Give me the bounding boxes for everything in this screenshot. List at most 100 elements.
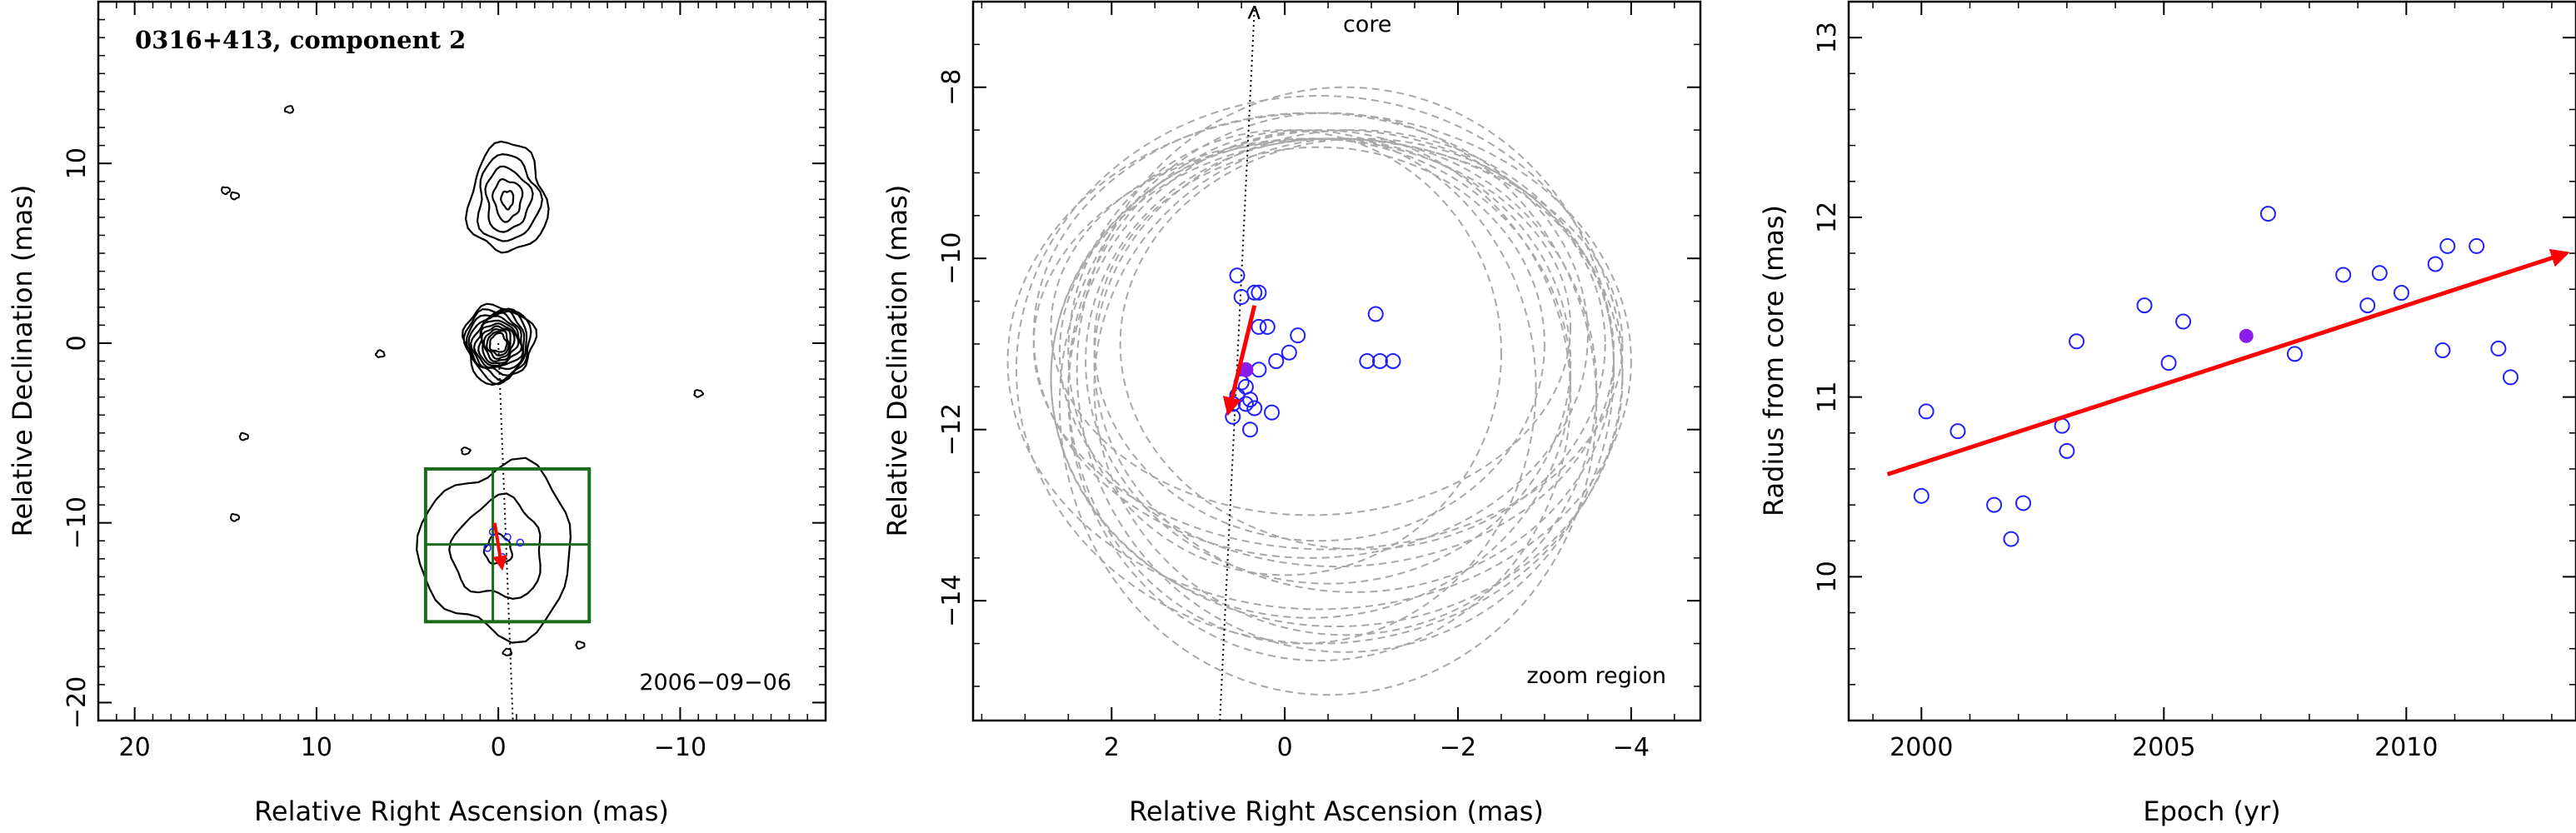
map-plot-area	[220, 105, 704, 721]
y-tick-label: −8	[937, 69, 966, 106]
epoch-annotation: 2006−09−06	[639, 670, 791, 696]
contour-level	[464, 140, 550, 254]
zoom-frame	[971, 0, 1702, 722]
uncertainty-ring	[1032, 137, 1624, 551]
radius-point	[2490, 340, 2507, 357]
position-point	[1385, 353, 1401, 369]
position-point	[1229, 267, 1246, 284]
y-tick-label: 10	[62, 147, 92, 179]
y-tick-label: 0	[62, 335, 92, 351]
small-contour	[283, 105, 295, 114]
position-point	[1367, 306, 1384, 322]
y-tick-label: −10	[937, 232, 966, 285]
position-point	[1264, 404, 1281, 421]
position-point	[1371, 353, 1388, 369]
contour-level	[486, 330, 510, 357]
x-tick-label: 0	[1277, 733, 1293, 762]
zoom-x-axis-label: Relative Right Ascension (mas)	[1129, 796, 1544, 827]
zoom-region-label: zoom region	[1527, 663, 1666, 689]
radius-point	[2175, 313, 2192, 330]
radius-point	[2439, 237, 2456, 254]
map-x-axis-label: Relative Right Ascension (mas)	[254, 796, 669, 827]
radius-point	[2393, 285, 2409, 302]
map-frame	[97, 0, 827, 722]
mini-point	[516, 538, 525, 547]
contour-level	[484, 165, 534, 233]
y-tick-label: 11	[1813, 382, 1842, 413]
position-point	[1251, 362, 1267, 378]
zoom-plot-area	[1006, 8, 1632, 721]
uncertainty-ring	[1067, 129, 1502, 576]
x-tick-label: 0	[491, 733, 507, 762]
small-contour	[460, 446, 472, 456]
small-contour	[693, 389, 704, 398]
small-contour	[229, 512, 240, 522]
position-point	[1281, 344, 1297, 361]
x-tick-label: 10	[301, 733, 332, 762]
mini-point	[483, 544, 492, 552]
position-point	[1242, 421, 1259, 438]
contour-level	[467, 307, 526, 377]
position-point	[1290, 327, 1306, 344]
contour-level	[476, 152, 544, 242]
radius-point	[2136, 297, 2153, 314]
y-tick-label: −20	[62, 676, 92, 729]
panel-zoom-region: 2 0 −2 −4 −8 −10 −12 −14 core zoom region Relat…	[881, 0, 1702, 827]
small-contour	[229, 191, 240, 201]
radius-point	[2015, 495, 2032, 511]
trend-arrow	[1886, 248, 2570, 476]
core-direction-line	[497, 342, 514, 721]
radius-point	[2059, 442, 2075, 459]
x-tick-label: −4	[1613, 733, 1650, 762]
x-tick-label: 2000	[1890, 733, 1953, 762]
map-ticks: 20 10 0 −10 10 0 −10 −20	[62, 1, 826, 762]
uncertainty-ring	[1050, 137, 1572, 619]
motion-arrow	[1222, 305, 1257, 416]
y-tick-label: −14	[937, 575, 966, 627]
x-tick-label: 20	[119, 733, 151, 762]
x-tick-label: −2	[1440, 733, 1476, 762]
uncertainty-ring	[1093, 129, 1615, 593]
x-tick-label: −10	[654, 733, 706, 762]
y-tick-label: 13	[1813, 22, 1842, 53]
core-label: core	[1343, 12, 1391, 37]
position-point	[1233, 288, 1250, 305]
position-point	[1237, 396, 1254, 412]
radius-point	[2160, 355, 2177, 372]
position-point	[1246, 400, 1263, 416]
contour-level	[482, 327, 512, 360]
zoom-y-axis-label: Relative Declination (mas)	[881, 185, 913, 537]
mini-motion-arrow	[492, 522, 508, 571]
uncertainty-ring	[1050, 129, 1624, 627]
x-tick-label: 2010	[2374, 733, 2438, 762]
contour-level	[500, 190, 515, 211]
small-contour	[575, 641, 586, 650]
radius-point	[1913, 487, 1930, 504]
map-title: 0316+413, component 2	[135, 26, 466, 54]
mean-position-point	[1238, 362, 1254, 377]
radius-point	[2286, 346, 2303, 362]
contour-level	[488, 332, 508, 353]
radius-y-axis-label: Radius from core (mas)	[1758, 205, 1790, 516]
radius-point	[1918, 403, 1934, 420]
uncertainty-ring	[1058, 137, 1615, 568]
radius-point	[1986, 496, 2003, 513]
uncertainty-ring	[1050, 137, 1572, 516]
position-point	[1268, 353, 1285, 369]
small-contour	[238, 431, 249, 441]
position-point	[1251, 318, 1267, 335]
uncertainty-ring	[1015, 95, 1624, 645]
contour-level	[491, 177, 524, 223]
radius-plot-area	[1886, 206, 2570, 547]
small-contour	[374, 349, 386, 358]
y-tick-label: 12	[1813, 202, 1842, 233]
x-tick-label: 2	[1104, 733, 1120, 762]
uncertainty-ring	[1058, 112, 1598, 696]
radius-point	[2502, 369, 2519, 386]
position-point	[1359, 353, 1375, 369]
uncertainty-ring	[1093, 146, 1545, 542]
uncertainty-ring	[1119, 137, 1606, 551]
